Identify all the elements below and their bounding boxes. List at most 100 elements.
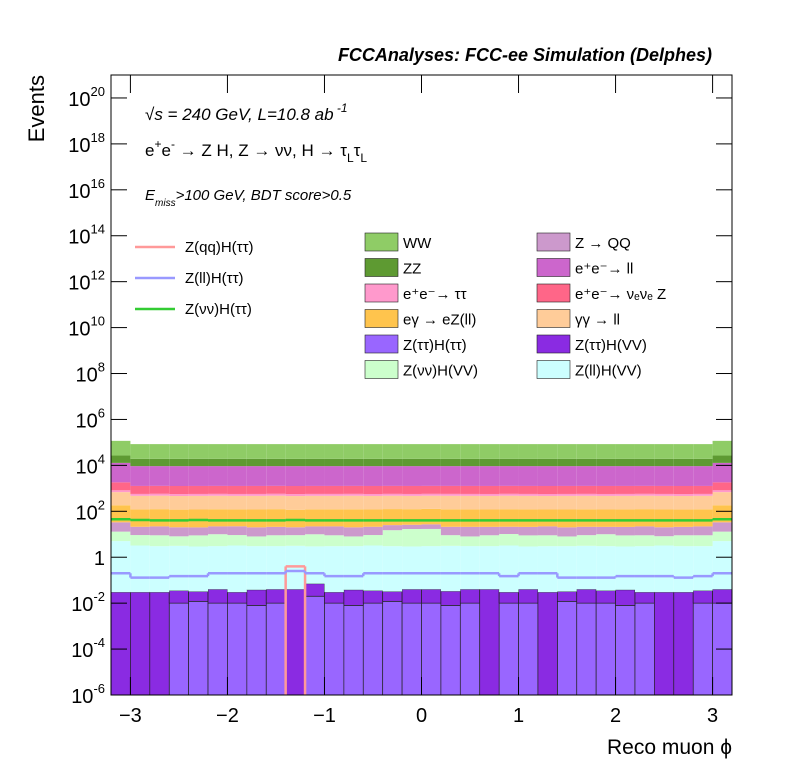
histogram-bin [188, 535, 209, 547]
histogram-bin [207, 588, 228, 604]
histogram-bin [654, 444, 674, 459]
histogram-bin [576, 493, 597, 496]
histogram-bin [246, 466, 267, 486]
histogram-bin [168, 590, 189, 604]
histogram-bin [634, 591, 655, 604]
histogram-bin [634, 444, 655, 459]
histogram-bin [266, 495, 286, 510]
histogram-bin [634, 509, 655, 527]
histogram-bin [440, 535, 461, 546]
histogram-bin [595, 602, 616, 695]
histogram-bin [654, 536, 674, 546]
histogram-bin [518, 495, 538, 510]
histogram-bin [440, 485, 461, 494]
histogram-bin [499, 444, 519, 459]
histogram-bin [596, 534, 616, 547]
histogram-bin [712, 455, 732, 463]
histogram-bin [227, 444, 247, 459]
histogram-bin [402, 444, 422, 459]
histogram-bin [557, 493, 577, 496]
histogram-bin [227, 485, 247, 494]
histogram-bin [537, 466, 558, 486]
histogram-bin [111, 490, 131, 493]
histogram-bin [188, 485, 209, 494]
histogram-bin [440, 466, 461, 486]
histogram-bin [479, 535, 500, 547]
histogram-bin [712, 588, 732, 604]
histogram-bin [208, 444, 228, 459]
legend-swatch [364, 232, 399, 252]
histogram-bin [693, 458, 713, 467]
histogram-bin [537, 485, 558, 495]
histogram-bin [402, 485, 422, 494]
legend-label: e⁺e⁻→ ll [575, 261, 633, 278]
y-tick-label: 1012 [68, 268, 105, 295]
histogram-bin [459, 602, 481, 695]
legend-swatch [536, 232, 571, 252]
histogram-bin [673, 546, 694, 593]
histogram-bin [227, 458, 247, 467]
histogram-bin [692, 602, 713, 695]
histogram-bin [149, 546, 170, 593]
histogram-bin [596, 444, 616, 459]
histogram-bin [208, 534, 228, 547]
histogram-bin [402, 509, 422, 525]
histogram-bin [615, 495, 635, 510]
histogram-bin [712, 490, 732, 493]
legend-label: WW [403, 235, 432, 252]
histogram-bin [693, 509, 713, 527]
legend-swatch [364, 258, 399, 277]
annotation-part: τ [354, 141, 361, 160]
histogram-bin [460, 466, 480, 486]
histogram-bin [596, 485, 616, 494]
histogram-bin [169, 444, 189, 459]
legend-label: Z(νν)H(VV) [403, 363, 478, 380]
histogram-bin [402, 524, 422, 530]
y-tick-label: 1 [94, 548, 105, 570]
histogram-bin [130, 495, 150, 510]
plot-area [111, 440, 732, 695]
histogram-bin [634, 458, 655, 467]
annotation-part: L [347, 151, 354, 165]
histogram-bin [402, 458, 422, 467]
histogram-bin [111, 455, 131, 463]
y-tick-exponent: 12 [91, 268, 105, 283]
histogram-bin [673, 494, 694, 496]
y-tick-base: 10 [76, 502, 98, 524]
histogram-bin [208, 509, 228, 527]
annotation: e+e- → Z H, Z → νν, H → τLτL [145, 137, 367, 165]
annotation-part: → Z H, Z → νν, H → τ [175, 141, 347, 160]
histogram-bin [285, 535, 306, 546]
histogram-bin [382, 591, 403, 602]
histogram-bin [654, 458, 674, 467]
histogram-bin [421, 444, 441, 459]
histogram-bin [499, 485, 519, 494]
histogram-bin [208, 458, 228, 467]
histogram-bin [615, 605, 636, 695]
histogram-bin [149, 509, 170, 527]
legend-label: γγ → ll [575, 312, 620, 329]
legend-swatch [364, 309, 399, 328]
histogram-bin [305, 495, 325, 510]
histogram-bin [324, 535, 344, 547]
histogram-bin [130, 526, 150, 536]
histogram-bin [130, 535, 150, 546]
histogram-bin [363, 526, 383, 536]
histogram-bin [305, 546, 325, 584]
histogram-bin [518, 526, 538, 536]
histogram-bin [518, 458, 538, 467]
histogram-bin [188, 444, 209, 459]
histogram-bin [576, 545, 597, 590]
histogram-bin [712, 492, 732, 506]
histogram-bin [343, 527, 364, 537]
histogram-bin [324, 591, 345, 604]
histogram-bin [149, 526, 170, 536]
histogram-bin [246, 493, 267, 496]
histogram-bin [615, 526, 635, 536]
histogram-bin [382, 458, 403, 467]
legend-swatch [536, 360, 571, 379]
histogram-bin [499, 458, 519, 467]
histogram-bin [440, 493, 461, 496]
